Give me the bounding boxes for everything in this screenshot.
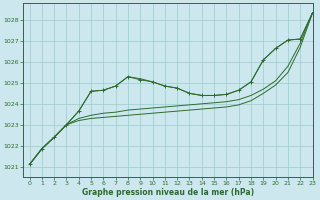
X-axis label: Graphe pression niveau de la mer (hPa): Graphe pression niveau de la mer (hPa) <box>82 188 254 197</box>
